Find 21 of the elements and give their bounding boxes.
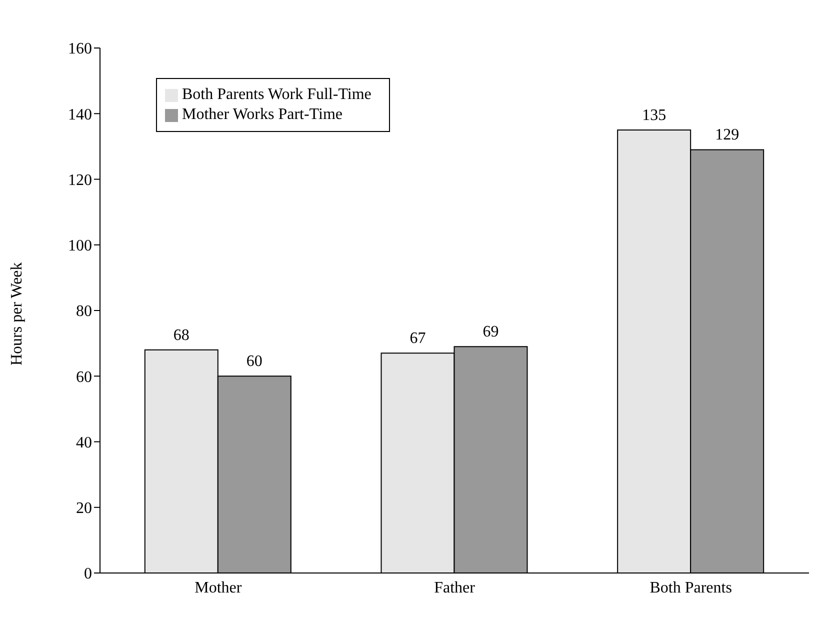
x-tick-label: Both Parents xyxy=(650,579,732,596)
y-tick-label: 160 xyxy=(68,40,92,58)
x-tick-label: Mother xyxy=(194,579,242,596)
y-tick-label: 60 xyxy=(76,368,92,386)
legend-label: Mother Works Part-Time xyxy=(182,106,342,123)
y-tick-label: 100 xyxy=(68,238,92,255)
data-label: 69 xyxy=(482,324,499,341)
data-label: 135 xyxy=(642,107,666,124)
y-tick-label: 0 xyxy=(84,566,92,583)
x-tick-label: Father xyxy=(434,579,476,596)
y-axis-title: Hours per Week xyxy=(8,262,26,366)
y-tick-label: 120 xyxy=(68,172,92,189)
data-label: 67 xyxy=(410,330,426,348)
legend-label: Both Parents Work Full-Time xyxy=(182,86,372,103)
data-label: 129 xyxy=(715,126,740,144)
y-tick-label: 40 xyxy=(76,434,92,452)
y-tick-label: 140 xyxy=(68,106,92,124)
y-tick-label: 20 xyxy=(76,500,92,518)
data-label: 68 xyxy=(173,326,190,344)
y-tick-label: 80 xyxy=(76,303,92,320)
data-label: 60 xyxy=(246,353,262,370)
